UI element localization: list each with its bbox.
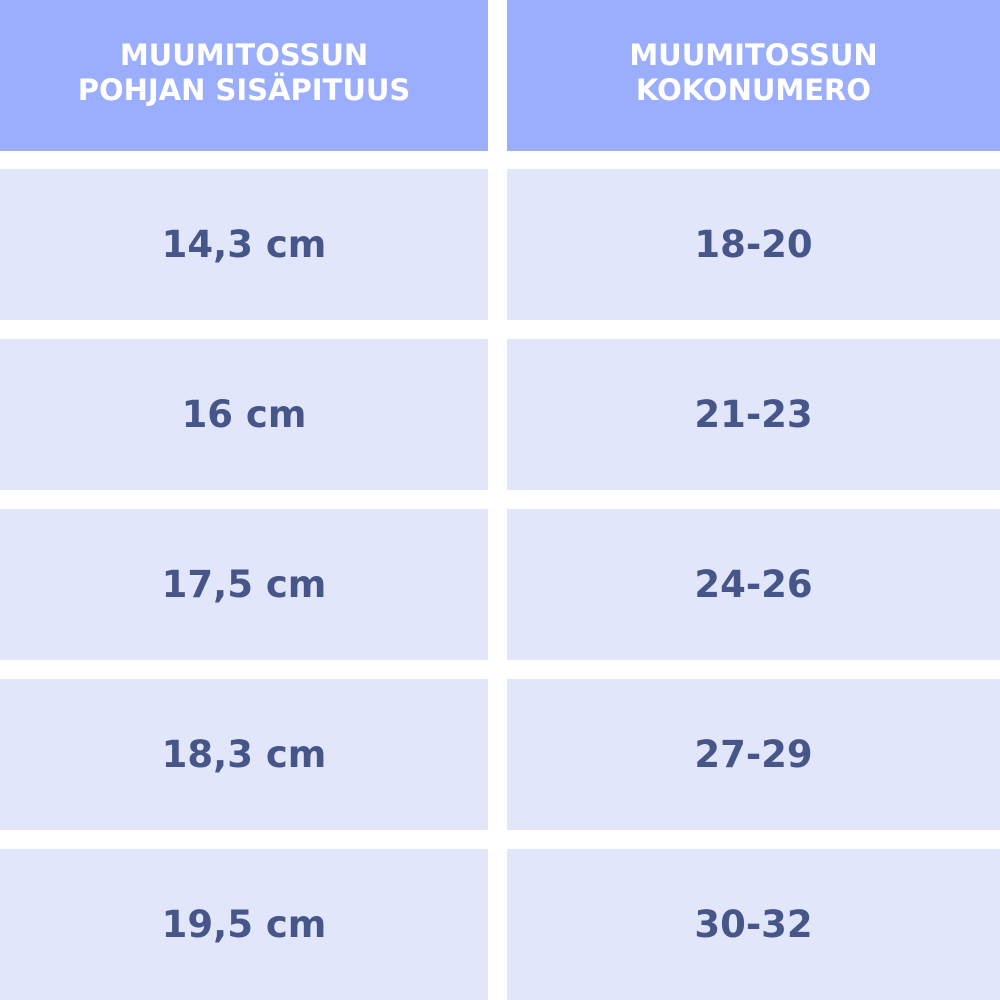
header-insole-length: MUUMITOSSUN POHJAN SISÄPITUUS xyxy=(0,0,488,151)
insole-length-cell: 14,3 cm xyxy=(0,169,488,320)
size-number-cell: 30-32 xyxy=(507,849,1000,1000)
insole-length-cell: 19,5 cm xyxy=(0,849,488,1000)
size-number-cell: 18-20 xyxy=(507,169,1000,320)
size-number-cell: 27-29 xyxy=(507,679,1000,830)
header-size-number: MUUMITOSSUN KOKONUMERO xyxy=(507,0,1000,151)
size-number-cell: 24-26 xyxy=(507,509,1000,660)
insole-length-cell: 16 cm xyxy=(0,339,488,490)
insole-length-cell: 18,3 cm xyxy=(0,679,488,830)
header-label: MUUMITOSSUN KOKONUMERO xyxy=(629,37,878,107)
size-number-cell: 21-23 xyxy=(507,339,1000,490)
header-label: MUUMITOSSUN POHJAN SISÄPITUUS xyxy=(77,37,411,107)
insole-length-cell: 17,5 cm xyxy=(0,509,488,660)
